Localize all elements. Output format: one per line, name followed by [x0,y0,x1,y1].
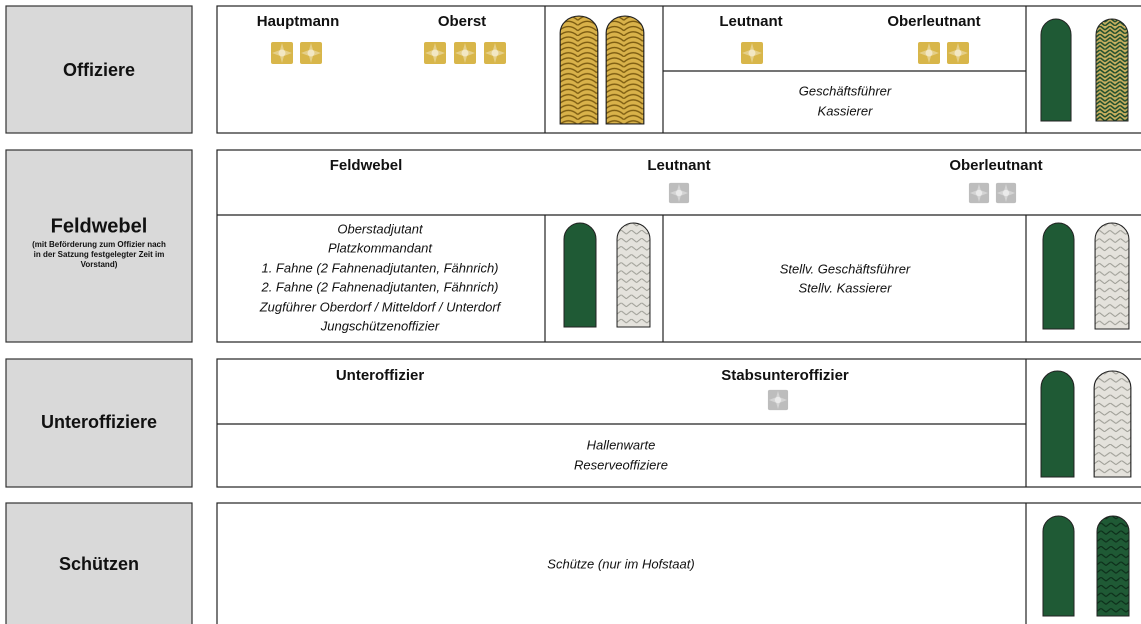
shoulder-board [1040,18,1072,122]
row-offiziere: Hauptmann Oberst Leutnant Oberleutnant G… [216,5,1141,134]
shoulder-board [605,15,645,125]
rank: Leutnant [719,13,782,30]
shoulder-board [616,222,651,328]
row-schuetzen: Schütze (nur im Hofstaat) [216,502,1141,624]
row-note: Vorstand) [81,260,118,269]
row-note: in der Satzung festgelegter Zeit im [34,250,165,259]
rank-pip [484,42,506,64]
rank: Hauptmann [257,13,340,30]
rank-pip [995,182,1017,204]
duty: 2. Fahne (2 Fahnenadjutanten, Fähnrich) [260,279,498,294]
row-box [216,358,1141,488]
duty: Zugführer Oberdorf / Mitteldorf / Unterd… [259,299,502,314]
label-box [5,149,193,343]
row-unteroffiziere: Unteroffizier Stabsunteroffizier Hallenw… [216,358,1141,488]
rank: Feldwebel [330,157,403,174]
row-feldwebel: Feldwebel Leutnant Oberleutnant Oberstad… [216,149,1141,343]
shoulder-board [1042,515,1075,617]
rank-pip [947,42,969,64]
row-label: Feldwebel [51,215,148,237]
duty: Oberstadjutant [337,221,424,236]
shoulder-board [1096,515,1130,617]
duty: Geschäftsführer [799,83,892,98]
rank-pip [968,182,990,204]
duty: Kassierer [818,103,874,118]
duty: Stellv. Geschäftsführer [780,261,911,276]
row-box [216,149,1141,343]
rank-pip [918,42,940,64]
rank: Stabsunteroffizier [721,367,849,384]
row-label: Offiziere [63,60,135,80]
rank-pip [741,42,763,64]
duty: Stellv. Kassierer [799,280,893,295]
shoulder-board [559,15,599,125]
row-box [216,502,1141,624]
rank-pip [454,42,476,64]
rank: Unteroffizier [336,367,425,384]
duty: Schütze (nur im Hofstaat) [547,556,694,571]
duty: Reserveoffiziere [574,457,668,472]
rank: Oberleutnant [949,157,1042,174]
rank-pip [424,42,446,64]
row-box [216,5,1141,134]
row-label: Schützen [59,554,139,574]
shoulder-board [1094,222,1130,330]
rank: Oberleutnant [887,13,980,30]
duty: 1. Fahne (2 Fahnenadjutanten, Fähnrich) [261,260,498,275]
rank-pip [668,182,690,204]
rank: Oberst [438,13,486,30]
rank: Leutnant [647,157,710,174]
shoulder-board [1040,370,1075,478]
duty: Jungschützenoffizier [320,318,440,333]
pips-silver [767,389,789,411]
shoulder-board [563,222,597,328]
shoulder-board [1095,18,1129,122]
shoulder-board [1042,222,1075,330]
duty: Platzkommandant [328,240,433,255]
left-labels: Offiziere Feldwebel (mit Beförderung zum… [5,5,193,624]
shoulder-board [1093,370,1132,478]
rank-pip [300,42,322,64]
rank-pip [767,389,789,411]
row-label: Unteroffiziere [41,412,157,432]
row-note: (mit Beförderung zum Offizier nach [32,240,166,249]
duty: Hallenwarte [587,437,656,452]
label-box [5,358,193,488]
rank-pip [271,42,293,64]
label-box [5,5,193,134]
label-box [5,502,193,624]
